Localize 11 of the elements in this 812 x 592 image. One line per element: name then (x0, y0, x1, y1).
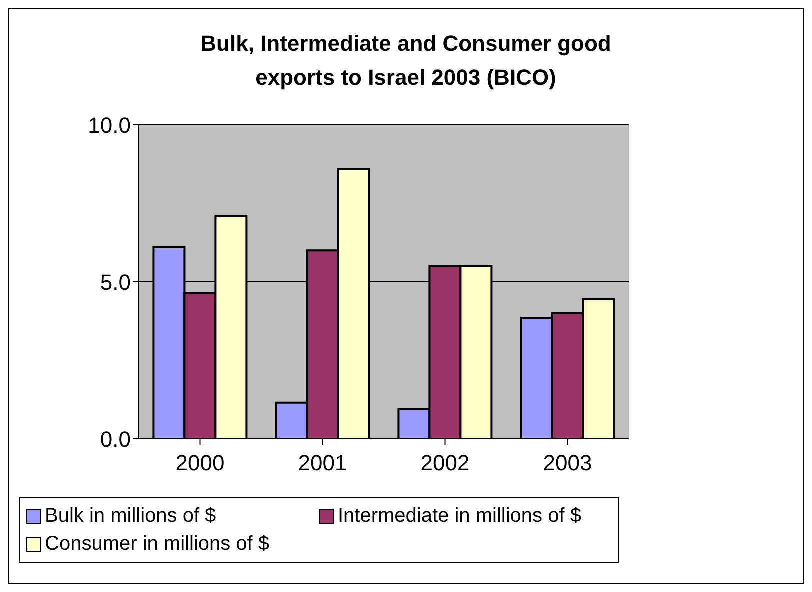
y-tick-label: 10.0 (88, 112, 131, 138)
chart-title: Bulk, Intermediate and Consumer good exports to Israel 2003 (BICO) (200, 30, 612, 92)
y-tick-label: 5.0 (100, 270, 131, 295)
y-tick-label: 0.0 (100, 426, 131, 452)
legend-label: Bulk in millions of $ (45, 504, 216, 529)
x-tick-label: 2000 (176, 450, 225, 476)
x-tick-label: 2001 (298, 450, 348, 476)
x-tick-label: 2003 (543, 450, 592, 476)
x-tick-label: 2002 (420, 450, 470, 476)
legend-label: Consumer in millions of $ (45, 532, 270, 557)
legend-label: Intermediate in millions of $ (338, 504, 582, 529)
